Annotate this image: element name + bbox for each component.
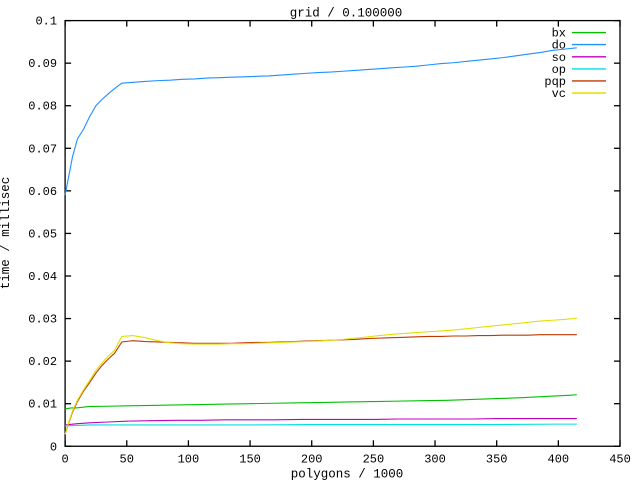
- svg-text:0.08: 0.08: [28, 100, 57, 114]
- svg-text:400: 400: [548, 452, 570, 466]
- svg-text:50: 50: [120, 452, 134, 466]
- svg-text:0.02: 0.02: [28, 355, 57, 369]
- svg-text:polygons / 1000: polygons / 1000: [291, 468, 404, 481]
- svg-text:300: 300: [424, 452, 446, 466]
- svg-text:0.1: 0.1: [35, 15, 57, 29]
- svg-text:350: 350: [486, 452, 508, 466]
- svg-text:0.01: 0.01: [28, 398, 57, 412]
- svg-text:200: 200: [301, 452, 323, 466]
- svg-text:0.03: 0.03: [28, 313, 57, 327]
- svg-text:grid / 0.100000: grid / 0.100000: [290, 7, 403, 21]
- svg-text:0.04: 0.04: [28, 270, 57, 284]
- svg-text:450: 450: [609, 452, 631, 466]
- svg-text:0.09: 0.09: [28, 57, 57, 71]
- svg-text:0: 0: [61, 452, 68, 466]
- svg-text:0.05: 0.05: [28, 227, 57, 241]
- svg-text:100: 100: [178, 452, 200, 466]
- svg-text:150: 150: [239, 452, 261, 466]
- svg-text:0.06: 0.06: [28, 185, 57, 199]
- svg-text:0: 0: [50, 440, 57, 454]
- svg-text:vc: vc: [552, 87, 566, 101]
- svg-text:0.07: 0.07: [28, 142, 57, 156]
- svg-text:250: 250: [363, 452, 385, 466]
- svg-text:time / millisec: time / millisec: [0, 177, 13, 290]
